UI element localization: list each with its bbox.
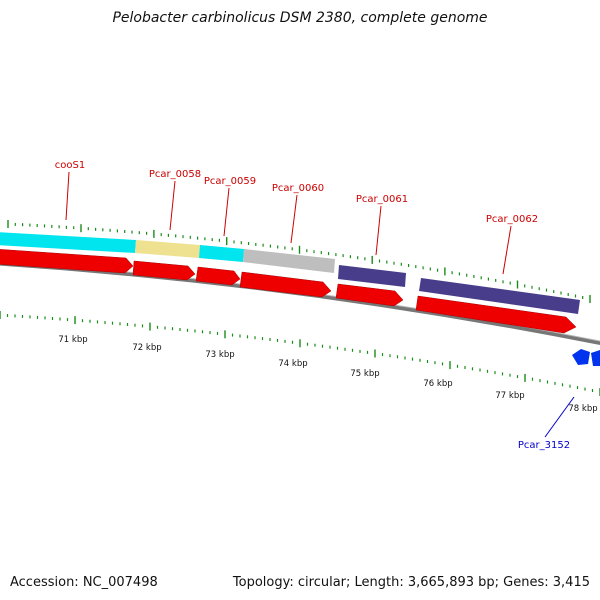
gene-label-Pcar_0061: Pcar_0061 — [356, 194, 408, 205]
cog-bar-Pcar_0058 — [135, 240, 200, 258]
leader-line-Pcar_0061 — [375, 205, 382, 256]
gene-label-Pcar_0062: Pcar_0062 — [486, 214, 538, 225]
reverse-genes — [572, 349, 600, 366]
scale-label-73kbp: 73 kbp — [205, 350, 234, 360]
gene-arrow-cooS1 — [0, 249, 134, 274]
scale-label-72kbp: 72 kbp — [132, 343, 161, 353]
cog-bar-Pcar_0061 — [338, 265, 406, 287]
gene-arrow-Pcar_0061 — [335, 283, 404, 307]
inner-scale-ticks — [0, 311, 600, 396]
scale-label-76kbp: 76 kbp — [423, 379, 452, 389]
leader-line-Pcar_0059 — [223, 187, 230, 237]
gene-label-cooS1: cooS1 — [55, 160, 85, 171]
gene-arrow-Pcar_0059 — [195, 266, 241, 286]
gene-arrow-next — [591, 350, 600, 366]
cog-bars — [0, 232, 580, 314]
cog-bar-Pcar_0062 — [419, 278, 580, 314]
cog-bar-cooS1 — [0, 232, 136, 253]
scale-label-77kbp: 77 kbp — [495, 391, 524, 401]
accession-text: Accession: NC_007498 — [10, 575, 158, 590]
map-title: Pelobacter carbinolicus DSM 2380, comple… — [112, 10, 487, 26]
leader-line-Pcar_0058 — [169, 180, 176, 231]
leader-line-cooS1 — [65, 171, 70, 221]
scale-label-71kbp: 71 kbp — [58, 335, 87, 345]
genome-summary-text: Topology: circular; Length: 3,665,893 bp… — [232, 575, 590, 590]
gene-label-Pcar_0059: Pcar_0059 — [204, 176, 256, 187]
forward-genes — [0, 249, 577, 334]
cog-bar-Pcar_0060 — [243, 249, 335, 273]
leader-line-Pcar_3152 — [544, 396, 575, 438]
gene-arrow-Pcar_0060 — [239, 271, 332, 298]
gene-label-Pcar_0060: Pcar_0060 — [272, 183, 324, 194]
gene-arrow-Pcar_0062 — [415, 295, 577, 334]
scale-labels: 71 kbp 72 kbp 73 kbp 74 kbp 75 kbp 76 kb… — [58, 335, 597, 414]
scale-label-78kbp: 78 kbp — [568, 404, 597, 414]
outer-ring-ticks — [7, 220, 591, 303]
gene-labels: cooS1 Pcar_0058 Pcar_0059 Pcar_0060 Pcar… — [55, 160, 575, 451]
leader-line-Pcar_0060 — [290, 194, 298, 244]
leader-line-Pcar_0062 — [502, 225, 512, 275]
gene-label-Pcar_0058: Pcar_0058 — [149, 169, 201, 180]
scale-label-74kbp: 74 kbp — [278, 359, 307, 369]
scale-label-75kbp: 75 kbp — [350, 369, 379, 379]
gene-arrow-Pcar_0058 — [132, 260, 196, 281]
gene-arrow-Pcar_3152 — [572, 349, 590, 365]
cog-bar-Pcar_0059 — [199, 245, 244, 262]
gene-label-Pcar_3152: Pcar_3152 — [518, 440, 570, 451]
